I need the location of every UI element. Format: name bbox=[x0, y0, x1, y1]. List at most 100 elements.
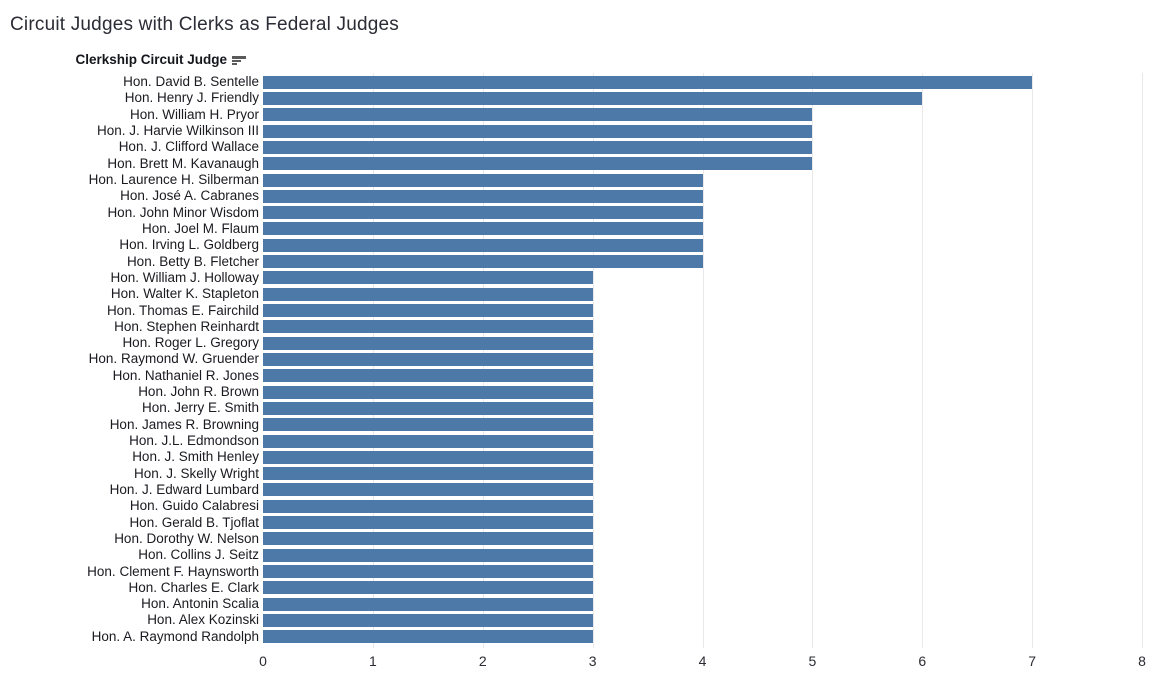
judge-name-label[interactable]: Hon. J. Clifford Wallace bbox=[118, 139, 259, 155]
judge-name-label[interactable]: Hon. Thomas E. Fairchild bbox=[106, 302, 259, 318]
bar-row: Hon. Charles E. Clark bbox=[0, 580, 1142, 596]
bar[interactable] bbox=[263, 238, 703, 252]
bar[interactable] bbox=[263, 157, 813, 171]
bar[interactable] bbox=[263, 401, 593, 415]
judge-name-label[interactable]: Hon. J. Smith Henley bbox=[132, 449, 259, 465]
judge-name-label[interactable]: Hon. Jerry E. Smith bbox=[141, 400, 259, 416]
judge-name-label[interactable]: Hon. Roger L. Gregory bbox=[122, 335, 259, 351]
bar-row: Hon. Walter K. Stapleton bbox=[0, 286, 1142, 302]
judge-name-label[interactable]: Hon. Joel M. Flaum bbox=[141, 220, 259, 236]
judge-name-label[interactable]: Hon. Raymond W. Gruender bbox=[88, 351, 259, 367]
column-header[interactable]: Clerkship Circuit Judge bbox=[0, 52, 246, 67]
x-axis-tick-label: 6 bbox=[918, 653, 927, 669]
bar-track bbox=[263, 547, 1142, 563]
bar[interactable] bbox=[263, 304, 593, 318]
bar[interactable] bbox=[263, 581, 593, 595]
judge-name-label[interactable]: Hon. William J. Holloway bbox=[110, 269, 259, 285]
bar-track bbox=[263, 90, 1142, 106]
bar[interactable] bbox=[263, 516, 593, 530]
judge-name-label[interactable]: Hon. Charles E. Clark bbox=[128, 579, 259, 595]
judge-name-label[interactable]: Hon. A. Raymond Randolph bbox=[91, 628, 259, 644]
judge-name-label[interactable]: Hon. J. Harvie Wilkinson III bbox=[96, 123, 259, 139]
judge-name-label[interactable]: Hon. Irving L. Goldberg bbox=[119, 237, 259, 253]
judge-name-label[interactable]: Hon. David B. Sentelle bbox=[123, 74, 259, 90]
judge-name-label[interactable]: Hon. J. Skelly Wright bbox=[133, 465, 259, 481]
bar[interactable] bbox=[263, 336, 593, 350]
bar[interactable] bbox=[263, 418, 593, 432]
bar[interactable] bbox=[263, 483, 593, 497]
judge-name-label[interactable]: Hon. Collins J. Seitz bbox=[138, 547, 259, 563]
bar[interactable] bbox=[263, 434, 593, 448]
bar[interactable] bbox=[263, 385, 593, 399]
bar-track bbox=[263, 237, 1142, 253]
judge-name-label[interactable]: Hon. John Minor Wisdom bbox=[107, 204, 259, 220]
bar[interactable] bbox=[263, 124, 813, 138]
judge-name-label[interactable]: Hon. Antonin Scalia bbox=[141, 596, 259, 612]
bar-track bbox=[263, 139, 1142, 155]
judge-name-label[interactable]: Hon. Laurence H. Silberman bbox=[88, 172, 259, 188]
bar[interactable] bbox=[263, 597, 593, 611]
bar-track bbox=[263, 466, 1142, 482]
bar[interactable] bbox=[263, 565, 593, 579]
judge-name-label[interactable]: Hon. Brett M. Kavanaugh bbox=[107, 155, 259, 171]
judge-name-label[interactable]: Hon. Betty B. Fletcher bbox=[126, 253, 259, 269]
sort-descending-icon[interactable] bbox=[232, 54, 246, 65]
bar-row: Hon. Henry J. Friendly bbox=[0, 90, 1142, 106]
judge-name-label[interactable]: Hon. Henry J. Friendly bbox=[124, 90, 259, 106]
bar[interactable] bbox=[263, 91, 923, 105]
bar-track bbox=[263, 629, 1142, 645]
judge-name-label[interactable]: Hon. William H. Pryor bbox=[129, 106, 259, 122]
bar[interactable] bbox=[263, 532, 593, 546]
judge-name-label[interactable]: Hon. J. Edward Lumbard bbox=[109, 481, 259, 497]
bar[interactable] bbox=[263, 499, 593, 513]
bar-row: Hon. William J. Holloway bbox=[0, 270, 1142, 286]
judge-name-label[interactable]: Hon. Nathaniel R. Jones bbox=[112, 367, 259, 383]
bar-track bbox=[263, 351, 1142, 367]
bar-rows: Hon. David B. Sentelle Hon. Henry J. Frie… bbox=[0, 74, 1142, 645]
bar[interactable] bbox=[263, 173, 703, 187]
bar[interactable] bbox=[263, 450, 593, 464]
judge-name-label[interactable]: Hon. Clement F. Haynsworth bbox=[87, 563, 259, 579]
judge-name-label[interactable]: Hon. John R. Brown bbox=[138, 384, 259, 400]
bar[interactable] bbox=[263, 467, 593, 481]
bar[interactable] bbox=[263, 108, 813, 122]
x-axis-tick-label: 8 bbox=[1138, 653, 1146, 669]
bar-row: Hon. J. Smith Henley bbox=[0, 449, 1142, 465]
bar-row: Hon. Alex Kozinski bbox=[0, 612, 1142, 628]
bar[interactable] bbox=[263, 548, 593, 562]
bar[interactable] bbox=[263, 287, 593, 301]
judge-name-label[interactable]: Hon. Walter K. Stapleton bbox=[110, 286, 259, 302]
judge-name-label[interactable]: Hon. James R. Browning bbox=[109, 416, 259, 432]
judge-name-label[interactable]: Hon. Guido Calabresi bbox=[129, 498, 259, 514]
bar-row: Hon. J. Harvie Wilkinson III bbox=[0, 123, 1142, 139]
judge-name-label[interactable]: Hon. José A. Cabranes bbox=[120, 188, 259, 204]
judge-name-label[interactable]: Hon. Dorothy W. Nelson bbox=[114, 530, 259, 546]
bar[interactable] bbox=[263, 189, 703, 203]
bar[interactable] bbox=[263, 75, 1033, 89]
judge-name-label[interactable]: Hon. J.L. Edmondson bbox=[129, 433, 259, 449]
judge-name-label[interactable]: Hon. Stephen Reinhardt bbox=[114, 318, 259, 334]
bar-track bbox=[263, 123, 1142, 139]
judge-name-label[interactable]: Hon. Alex Kozinski bbox=[147, 612, 259, 628]
column-header-label[interactable]: Clerkship Circuit Judge bbox=[75, 52, 227, 67]
bar[interactable] bbox=[263, 630, 593, 644]
bar[interactable] bbox=[263, 271, 593, 285]
bar[interactable] bbox=[263, 352, 593, 366]
bar-row: Hon. John Minor Wisdom bbox=[0, 205, 1142, 221]
bar[interactable] bbox=[263, 613, 593, 627]
bar-row: Hon. Stephen Reinhardt bbox=[0, 319, 1142, 335]
bar-row: Hon. Thomas E. Fairchild bbox=[0, 302, 1142, 318]
bar-track bbox=[263, 498, 1142, 514]
x-axis-tick-label: 4 bbox=[698, 653, 707, 669]
bar[interactable] bbox=[263, 222, 703, 236]
bar-row: Hon. José A. Cabranes bbox=[0, 188, 1142, 204]
bar[interactable] bbox=[263, 206, 703, 220]
bar-row: Hon. Guido Calabresi bbox=[0, 498, 1142, 514]
bar[interactable] bbox=[263, 320, 593, 334]
bar[interactable] bbox=[263, 140, 813, 154]
bar[interactable] bbox=[263, 255, 703, 269]
bar[interactable] bbox=[263, 369, 593, 383]
bar-row: Hon. Laurence H. Silberman bbox=[0, 172, 1142, 188]
judge-name-label[interactable]: Hon. Gerald B. Tjoflat bbox=[129, 514, 259, 530]
